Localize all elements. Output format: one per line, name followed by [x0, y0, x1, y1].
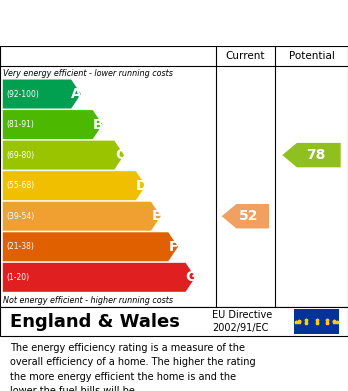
- Text: Very energy efficient - lower running costs: Very energy efficient - lower running co…: [3, 69, 173, 78]
- Text: G: G: [185, 270, 197, 284]
- Text: The energy efficiency rating is a measure of the
overall efficiency of a home. T: The energy efficiency rating is a measur…: [10, 343, 256, 391]
- Polygon shape: [222, 204, 269, 228]
- Text: (55-68): (55-68): [6, 181, 34, 190]
- Polygon shape: [3, 263, 195, 292]
- Text: 78: 78: [306, 148, 325, 162]
- Text: (39-54): (39-54): [6, 212, 34, 221]
- Text: 52: 52: [239, 209, 259, 223]
- Polygon shape: [3, 79, 81, 109]
- Text: F: F: [169, 240, 179, 254]
- Text: C: C: [115, 148, 125, 162]
- Text: (81-91): (81-91): [6, 120, 34, 129]
- Polygon shape: [3, 141, 124, 170]
- Polygon shape: [3, 232, 178, 261]
- Text: Not energy efficient - higher running costs: Not energy efficient - higher running co…: [3, 296, 174, 305]
- Polygon shape: [3, 171, 146, 200]
- Text: Current: Current: [226, 51, 265, 61]
- Text: Energy Efficiency Rating: Energy Efficiency Rating: [10, 15, 239, 33]
- Text: E: E: [152, 209, 161, 223]
- Text: B: B: [93, 118, 104, 131]
- Text: (21-38): (21-38): [6, 242, 34, 251]
- Polygon shape: [3, 202, 161, 231]
- Polygon shape: [3, 110, 103, 139]
- Text: D: D: [136, 179, 147, 193]
- Text: A: A: [71, 87, 82, 101]
- Polygon shape: [282, 143, 341, 167]
- Text: England & Wales: England & Wales: [10, 312, 180, 331]
- Text: EU Directive
2002/91/EC: EU Directive 2002/91/EC: [212, 310, 272, 333]
- Bar: [294, 309, 339, 334]
- Text: (92-100): (92-100): [6, 90, 39, 99]
- Text: (69-80): (69-80): [6, 151, 34, 160]
- Text: Potential: Potential: [288, 51, 334, 61]
- Text: (1-20): (1-20): [6, 273, 29, 282]
